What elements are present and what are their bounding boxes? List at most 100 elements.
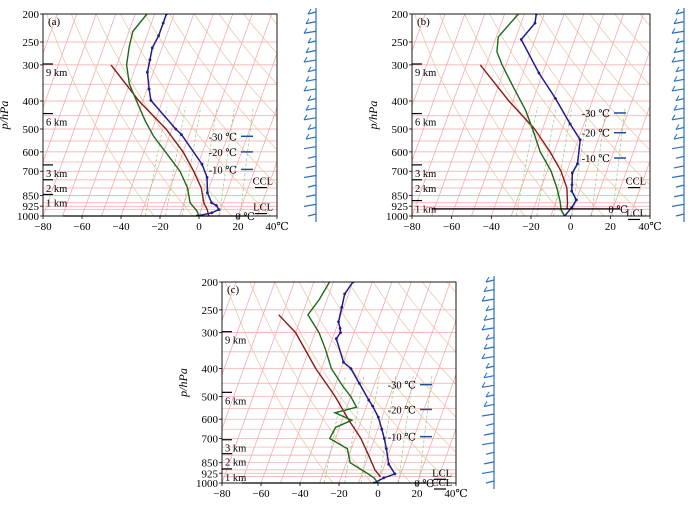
lcl-label: LCL bbox=[253, 203, 273, 214]
wind-barb-feather bbox=[671, 85, 676, 92]
isotherm-line bbox=[43, 14, 78, 109]
wind-barb-feather bbox=[485, 391, 490, 398]
temperature-point bbox=[217, 208, 221, 212]
height-label: 9 km bbox=[225, 336, 246, 347]
mixing-ratio-line bbox=[378, 374, 397, 483]
dry-adiabat bbox=[225, 282, 334, 483]
temperature-point bbox=[367, 398, 371, 402]
temperature-point bbox=[338, 327, 342, 330]
dry-adiabat bbox=[539, 14, 650, 151]
isotherm-line bbox=[629, 159, 650, 216]
wind-barb-feather bbox=[673, 47, 678, 53]
isotherm-line bbox=[397, 319, 456, 483]
x-tick-label: 40℃ bbox=[638, 221, 661, 233]
height-label: 3 km bbox=[415, 169, 436, 180]
wind-barb bbox=[307, 69, 317, 73]
y-tick-label: 200 bbox=[202, 277, 219, 289]
temperature-point bbox=[146, 70, 149, 74]
y-tick-label: 700 bbox=[202, 433, 219, 445]
y-tick-label: 600 bbox=[202, 414, 219, 426]
isotherm-line bbox=[140, 14, 214, 216]
y-axis-title: p/hPa bbox=[0, 101, 11, 131]
isotherm-line bbox=[47, 282, 119, 483]
parcel-curve bbox=[110, 64, 210, 216]
wind-barb-feather bbox=[481, 295, 486, 302]
dew-point-curve bbox=[496, 14, 566, 216]
wind-barb bbox=[485, 451, 495, 455]
dry-adiabat bbox=[169, 14, 277, 151]
temperature-point bbox=[385, 447, 388, 451]
wind-barb-feather bbox=[485, 334, 490, 340]
wind-barb bbox=[305, 78, 317, 82]
temperature-point bbox=[568, 122, 572, 126]
wind-barb bbox=[675, 126, 685, 131]
isotherm-line bbox=[412, 14, 426, 52]
isotherm-line bbox=[416, 373, 456, 483]
wind-barb-feather bbox=[303, 85, 308, 92]
y-tick-label: 500 bbox=[202, 391, 219, 403]
dry-adiabat bbox=[397, 282, 456, 353]
temperature-point bbox=[149, 99, 153, 102]
isotherm-marker-label: -10 ℃ bbox=[582, 154, 611, 165]
dry-adiabat bbox=[589, 14, 650, 86]
y-tick-label: 300 bbox=[202, 328, 219, 340]
x-tick-label: 0 bbox=[196, 221, 202, 233]
wind-barb bbox=[673, 21, 685, 25]
y-axis-title: p/hPa bbox=[176, 368, 190, 398]
wind-barb bbox=[671, 146, 685, 150]
temperature-point bbox=[533, 21, 537, 25]
y-tick-label: 1000 bbox=[196, 478, 219, 490]
x-tick-label: −40 bbox=[112, 221, 130, 233]
mixing-ratio-line bbox=[199, 107, 218, 216]
wind-barb bbox=[481, 470, 495, 475]
temperature-point bbox=[382, 476, 386, 480]
dry-adiabat bbox=[496, 282, 700, 483]
wind-barb-feather bbox=[483, 372, 488, 378]
dry-adiabat bbox=[298, 282, 451, 483]
x-tick-label: −20 bbox=[522, 221, 540, 233]
ccl-label: CCL bbox=[432, 478, 452, 489]
wind-barb bbox=[671, 117, 685, 121]
temperature-point bbox=[570, 183, 574, 187]
temperature-point bbox=[210, 211, 214, 215]
y-tick-label: 500 bbox=[23, 124, 40, 136]
wind-barb-feather bbox=[481, 324, 486, 331]
wind-barb bbox=[307, 11, 317, 15]
y-tick-label: 400 bbox=[202, 364, 219, 376]
y-tick-label: 250 bbox=[23, 37, 40, 49]
wind-barb-feather bbox=[483, 401, 488, 407]
isotherm-line bbox=[43, 14, 58, 55]
isotherm-line bbox=[86, 282, 158, 483]
temperature-point bbox=[578, 138, 582, 142]
temperature-point bbox=[537, 71, 541, 75]
isotherm-line bbox=[297, 14, 370, 216]
x-tick-label: 20 bbox=[412, 488, 424, 500]
wind-barb bbox=[673, 194, 685, 198]
wind-barb-feather bbox=[305, 76, 310, 82]
x-tick-label: −40 bbox=[483, 221, 501, 233]
wind-barb-feather bbox=[671, 27, 676, 34]
y-axis-title: p/hPa bbox=[366, 101, 380, 131]
wind-barb bbox=[483, 375, 495, 379]
isotherm-line bbox=[81, 14, 156, 216]
isotherm-line bbox=[237, 106, 277, 216]
wind-barb bbox=[305, 49, 317, 54]
wind-barb bbox=[675, 11, 685, 15]
mixing-ratio-line bbox=[323, 374, 347, 483]
wind-barb bbox=[307, 126, 317, 131]
mixing-ratio-line bbox=[165, 107, 186, 216]
isotherm-line bbox=[412, 14, 486, 216]
height-label: 2 km bbox=[415, 184, 436, 195]
wind-barb-feather bbox=[675, 8, 680, 15]
isotherm-line bbox=[120, 14, 195, 216]
wind-barb-feather bbox=[483, 315, 488, 321]
wind-barb bbox=[671, 30, 685, 34]
temperature-point bbox=[334, 337, 338, 341]
wind-barb-feather bbox=[485, 276, 490, 283]
wind-barb bbox=[303, 203, 317, 207]
wind-barb-feather bbox=[303, 114, 308, 121]
wind-barb-feather bbox=[671, 114, 676, 121]
dry-adiabat bbox=[489, 14, 645, 216]
